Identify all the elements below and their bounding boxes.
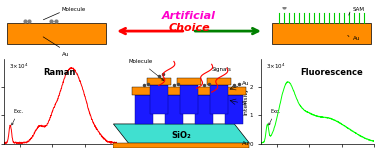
Text: Molecule: Molecule bbox=[62, 7, 86, 12]
Polygon shape bbox=[195, 95, 213, 124]
Text: Au: Au bbox=[353, 36, 360, 41]
Text: Au: Au bbox=[242, 81, 249, 86]
Text: 3×10$^4$: 3×10$^4$ bbox=[266, 62, 286, 71]
Polygon shape bbox=[132, 87, 156, 95]
Polygon shape bbox=[210, 85, 228, 114]
Text: Au: Au bbox=[62, 52, 69, 57]
Polygon shape bbox=[135, 95, 153, 124]
Polygon shape bbox=[113, 143, 249, 148]
Polygon shape bbox=[207, 78, 231, 85]
Text: Au: Au bbox=[242, 141, 249, 146]
Text: Si: Si bbox=[242, 101, 247, 106]
Polygon shape bbox=[177, 78, 201, 85]
Text: Exc.: Exc. bbox=[12, 109, 23, 125]
Y-axis label: Intensity: Intensity bbox=[243, 88, 248, 115]
Polygon shape bbox=[165, 95, 183, 124]
Polygon shape bbox=[222, 87, 246, 95]
Polygon shape bbox=[225, 95, 243, 124]
Polygon shape bbox=[150, 85, 168, 114]
Polygon shape bbox=[162, 87, 186, 95]
Text: Artificial: Artificial bbox=[162, 11, 216, 21]
Text: 3×10$^4$: 3×10$^4$ bbox=[9, 62, 29, 71]
FancyBboxPatch shape bbox=[7, 23, 107, 44]
Text: Molecule: Molecule bbox=[129, 59, 164, 81]
Text: SAM: SAM bbox=[353, 7, 365, 12]
Text: SiO₂: SiO₂ bbox=[172, 131, 191, 140]
Polygon shape bbox=[180, 85, 198, 114]
Text: With SAM: With SAM bbox=[304, 62, 339, 67]
Text: Choice: Choice bbox=[168, 23, 210, 33]
Polygon shape bbox=[192, 87, 216, 95]
Text: Fluorescence: Fluorescence bbox=[301, 68, 363, 77]
Text: Without SAM: Without SAM bbox=[34, 62, 80, 67]
Text: Signals: Signals bbox=[212, 67, 232, 72]
Text: Raman: Raman bbox=[43, 68, 76, 77]
Text: Exc.: Exc. bbox=[269, 109, 280, 125]
Polygon shape bbox=[147, 78, 171, 85]
Polygon shape bbox=[113, 124, 249, 143]
FancyBboxPatch shape bbox=[271, 23, 371, 44]
